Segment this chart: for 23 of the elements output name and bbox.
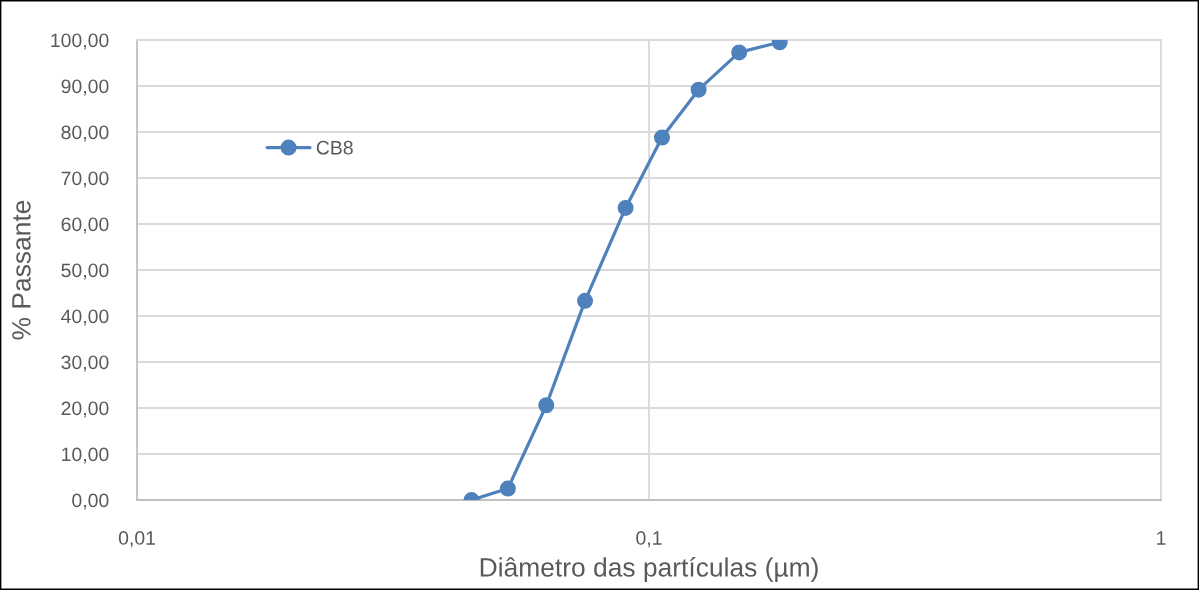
y-tick-label: 40,00 bbox=[61, 309, 109, 326]
y-tick-label: 0,00 bbox=[72, 493, 109, 510]
x-tick-label: 1 bbox=[1157, 531, 1166, 545]
legend-label: CB8 bbox=[316, 140, 353, 155]
y-tick-label: 50,00 bbox=[61, 263, 109, 280]
x-axis-title: Diâmetro das partículas (µm) bbox=[480, 557, 818, 582]
y-tick-label: 70,00 bbox=[61, 171, 109, 188]
y-tick-label: 80,00 bbox=[61, 125, 109, 142]
point bbox=[617, 199, 634, 216]
y-tick-label: 10,00 bbox=[62, 447, 109, 464]
y-tick-label: 60,00 bbox=[61, 217, 109, 234]
y-tick-label: 100,00 bbox=[51, 33, 109, 50]
y-tick-label: 30,00 bbox=[61, 355, 109, 372]
point bbox=[577, 292, 594, 309]
x-tick-label: 0,01 bbox=[118, 531, 156, 548]
y-tick-label: 20,00 bbox=[61, 401, 109, 418]
point bbox=[653, 129, 670, 146]
y-axis-title: % Passante bbox=[12, 200, 31, 340]
point bbox=[731, 44, 748, 61]
y-tick-label: 90,00 bbox=[61, 79, 109, 96]
point bbox=[538, 397, 555, 414]
x-tick-label: 0,1 bbox=[636, 531, 662, 548]
point bbox=[499, 480, 516, 497]
